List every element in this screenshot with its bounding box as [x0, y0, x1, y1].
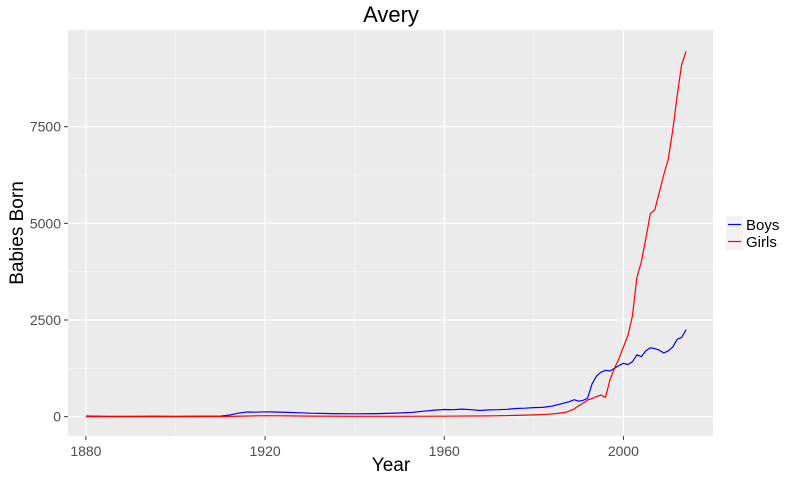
y-tick-label: 5000: [30, 215, 61, 231]
chart-title: Avery: [363, 2, 419, 27]
x-axis-title: Year: [372, 455, 411, 476]
axis-ticks: [64, 126, 624, 440]
series-lines: [85, 51, 687, 418]
x-tick-label: 1920: [250, 443, 281, 459]
y-tick-label: 0: [53, 409, 61, 425]
minor-gridlines: [68, 30, 713, 436]
series-line-boys: [85, 329, 687, 417]
y-tick-label: 2500: [30, 312, 61, 328]
y-tick-label: 7500: [30, 119, 61, 135]
x-tick-labels: 1880 1920 1960 2000: [70, 443, 639, 459]
legend-label-girls: Girls: [746, 234, 777, 251]
plot-panel: [68, 30, 713, 436]
y-tick-labels: 0 2500 5000 7500: [30, 119, 61, 425]
y-axis-title: Babies Born: [7, 181, 28, 285]
series-line-girls: [85, 51, 687, 418]
x-tick-label: 1960: [429, 443, 460, 459]
x-tick-label: 1880: [70, 443, 101, 459]
legend-label-boys: Boys: [746, 217, 779, 234]
x-tick-label: 2000: [608, 443, 639, 459]
